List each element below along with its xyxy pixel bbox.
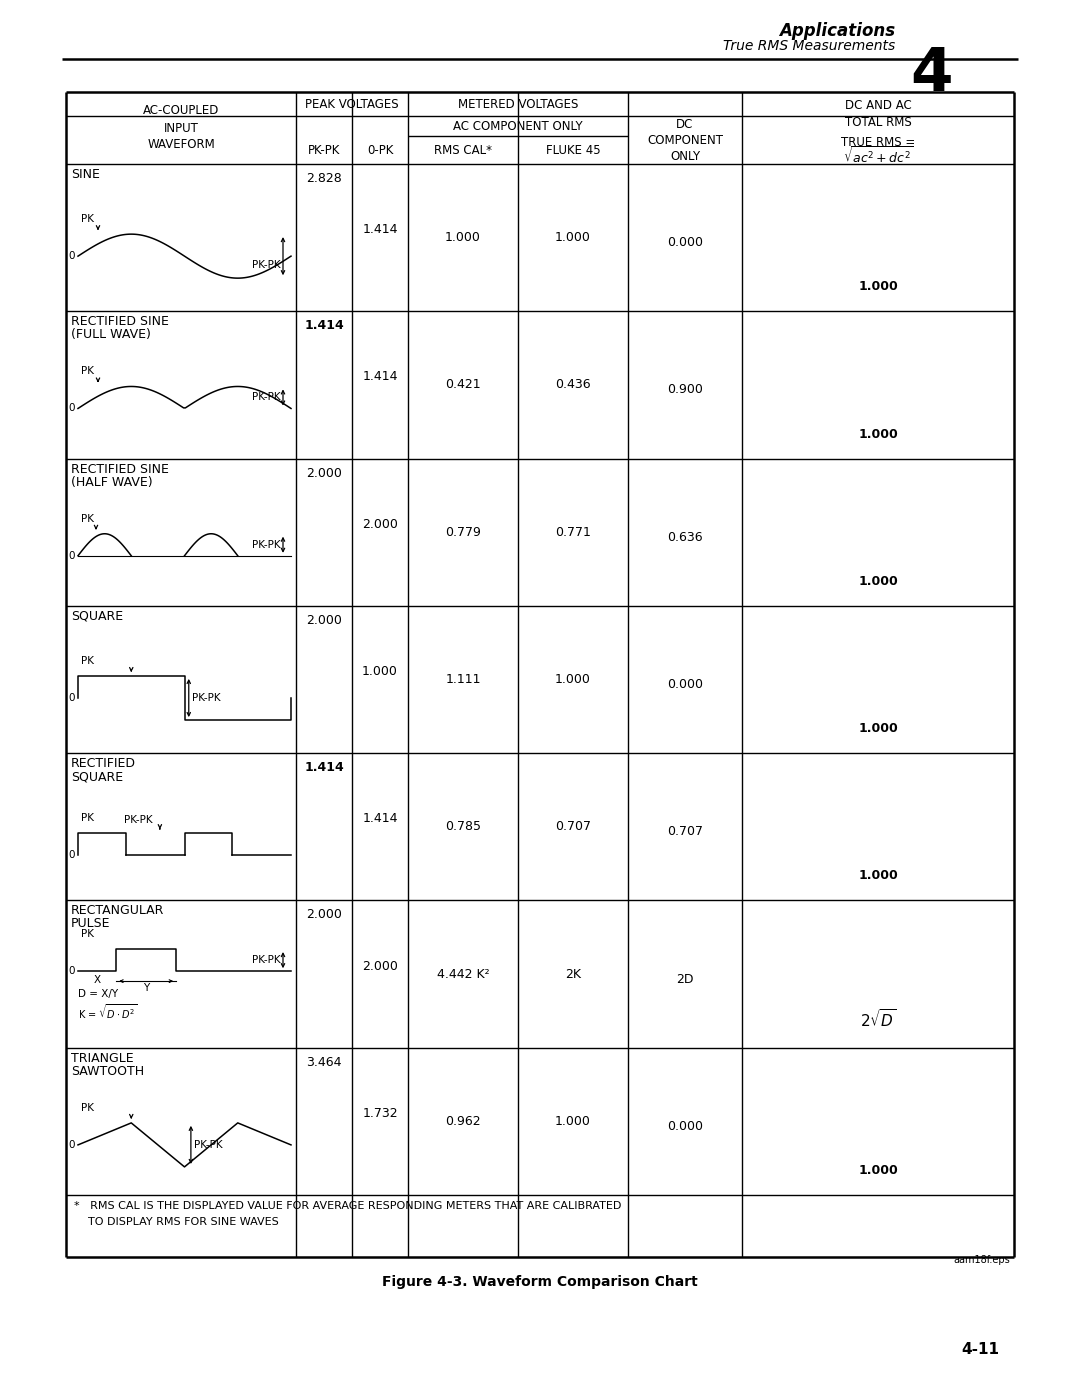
Text: PULSE: PULSE	[71, 918, 110, 930]
Text: 2D: 2D	[676, 972, 693, 985]
Text: 2.828: 2.828	[306, 172, 342, 184]
Text: PK-PK: PK-PK	[308, 144, 340, 156]
Text: 1.414: 1.414	[362, 370, 397, 383]
Text: PK-PK: PK-PK	[253, 956, 281, 965]
Text: 1.000: 1.000	[859, 427, 897, 440]
Text: 0: 0	[68, 404, 75, 414]
Text: 1.414: 1.414	[305, 320, 343, 332]
Text: 4: 4	[910, 45, 953, 103]
Text: 2.000: 2.000	[362, 960, 397, 972]
Text: 2.000: 2.000	[306, 908, 342, 922]
Text: PEAK VOLTAGES: PEAK VOLTAGES	[306, 98, 399, 110]
Text: SINE: SINE	[71, 168, 99, 182]
Text: 0: 0	[68, 1140, 75, 1150]
Text: 2K: 2K	[565, 968, 581, 981]
Text: RECTIFIED SINE: RECTIFIED SINE	[71, 462, 168, 475]
Text: 2.000: 2.000	[306, 613, 342, 627]
Text: SQUARE: SQUARE	[71, 770, 123, 784]
Text: X: X	[94, 975, 100, 985]
Text: PK: PK	[81, 366, 94, 376]
Text: 1.111: 1.111	[445, 673, 481, 686]
Text: 0.000: 0.000	[667, 1120, 703, 1133]
Text: 0.962: 0.962	[445, 1115, 481, 1127]
Text: 0-PK: 0-PK	[367, 144, 393, 156]
Text: PK-PK: PK-PK	[253, 260, 281, 270]
Text: D = X/Y: D = X/Y	[78, 989, 118, 999]
Text: RECTANGULAR: RECTANGULAR	[71, 904, 164, 918]
Text: DC AND AC
TOTAL RMS: DC AND AC TOTAL RMS	[845, 99, 912, 129]
Text: PK-PK: PK-PK	[192, 693, 220, 703]
Text: PK: PK	[81, 813, 94, 823]
Text: PK: PK	[81, 514, 94, 524]
Text: DC
COMPONENT
ONLY: DC COMPONENT ONLY	[647, 117, 723, 162]
Text: TRUE RMS =: TRUE RMS =	[841, 137, 915, 149]
Text: TRIANGLE: TRIANGLE	[71, 1052, 134, 1065]
Text: PK-PK: PK-PK	[253, 393, 281, 402]
Text: PK: PK	[81, 657, 94, 666]
Text: RECTIFIED SINE: RECTIFIED SINE	[71, 316, 168, 328]
Text: 0.707: 0.707	[667, 826, 703, 838]
Text: 1.000: 1.000	[362, 665, 397, 678]
Text: SQUARE: SQUARE	[71, 610, 123, 623]
Text: 0.771: 0.771	[555, 525, 591, 539]
Text: K = $\sqrt{D \cdot D^2}$: K = $\sqrt{D \cdot D^2}$	[78, 1002, 137, 1021]
Text: 3.464: 3.464	[307, 1056, 341, 1069]
Text: AC COMPONENT ONLY: AC COMPONENT ONLY	[454, 120, 583, 133]
Text: RMS CAL*: RMS CAL*	[434, 144, 492, 156]
Text: 0.636: 0.636	[667, 531, 703, 543]
Text: $\sqrt{ac^2 + dc^2}$: $\sqrt{ac^2 + dc^2}$	[842, 145, 914, 166]
Text: 0: 0	[68, 851, 75, 861]
Text: 0: 0	[68, 693, 75, 703]
Text: 1.000: 1.000	[859, 1164, 897, 1178]
Text: PK-PK: PK-PK	[124, 814, 152, 826]
Text: 1.000: 1.000	[555, 1115, 591, 1127]
Text: *   RMS CAL IS THE DISPLAYED VALUE FOR AVERAGE RESPONDING METERS THAT ARE CALIBR: * RMS CAL IS THE DISPLAYED VALUE FOR AVE…	[75, 1201, 621, 1211]
Text: 0.000: 0.000	[667, 678, 703, 692]
Text: 1.000: 1.000	[555, 673, 591, 686]
Text: Figure 4-3. Waveform Comparison Chart: Figure 4-3. Waveform Comparison Chart	[382, 1275, 698, 1289]
Text: 1.414: 1.414	[305, 761, 343, 774]
Text: METERED VOLTAGES: METERED VOLTAGES	[458, 98, 578, 110]
Text: 1.000: 1.000	[859, 281, 897, 293]
Text: 0: 0	[68, 967, 75, 977]
Text: 1.000: 1.000	[445, 231, 481, 244]
Text: 1.732: 1.732	[362, 1106, 397, 1120]
Text: aam18f.eps: aam18f.eps	[954, 1255, 1010, 1266]
Text: 2.000: 2.000	[362, 518, 397, 531]
Text: $2\sqrt{D}$: $2\sqrt{D}$	[860, 1007, 896, 1030]
Text: 0: 0	[68, 550, 75, 560]
Text: 0.900: 0.900	[667, 383, 703, 397]
Text: PK-PK: PK-PK	[253, 539, 281, 550]
Text: 0.000: 0.000	[667, 236, 703, 249]
Text: 2.000: 2.000	[306, 467, 342, 479]
Text: 1.000: 1.000	[859, 869, 897, 883]
Text: 0.707: 0.707	[555, 820, 591, 833]
Text: 1.000: 1.000	[555, 231, 591, 244]
Text: SAWTOOTH: SAWTOOTH	[71, 1065, 144, 1077]
Text: True RMS Measurements: True RMS Measurements	[723, 39, 895, 53]
Text: 0.436: 0.436	[555, 379, 591, 391]
Text: 4.442 K²: 4.442 K²	[436, 968, 489, 981]
Text: 1.000: 1.000	[859, 722, 897, 735]
Text: PK: PK	[81, 929, 94, 939]
Text: 1.414: 1.414	[362, 224, 397, 236]
Text: (HALF WAVE): (HALF WAVE)	[71, 475, 152, 489]
Text: PK-PK: PK-PK	[194, 1140, 222, 1150]
Text: AC-COUPLED
INPUT
WAVEFORM: AC-COUPLED INPUT WAVEFORM	[143, 105, 219, 151]
Text: PK: PK	[81, 1102, 94, 1113]
Text: 1.414: 1.414	[362, 812, 397, 826]
Text: 1.000: 1.000	[859, 574, 897, 588]
Text: 4-11: 4-11	[961, 1341, 999, 1356]
Text: 0.779: 0.779	[445, 525, 481, 539]
Text: RECTIFIED: RECTIFIED	[71, 757, 136, 770]
Text: 0: 0	[68, 251, 75, 261]
Text: Applications: Applications	[779, 22, 895, 41]
Text: 0.421: 0.421	[445, 379, 481, 391]
Text: 0.785: 0.785	[445, 820, 481, 833]
Text: FLUKE 45: FLUKE 45	[545, 144, 600, 156]
Text: PK: PK	[81, 214, 94, 224]
Text: TO DISPLAY RMS FOR SINE WAVES: TO DISPLAY RMS FOR SINE WAVES	[75, 1217, 279, 1227]
Text: (FULL WAVE): (FULL WAVE)	[71, 328, 151, 341]
Text: Y: Y	[143, 983, 149, 993]
